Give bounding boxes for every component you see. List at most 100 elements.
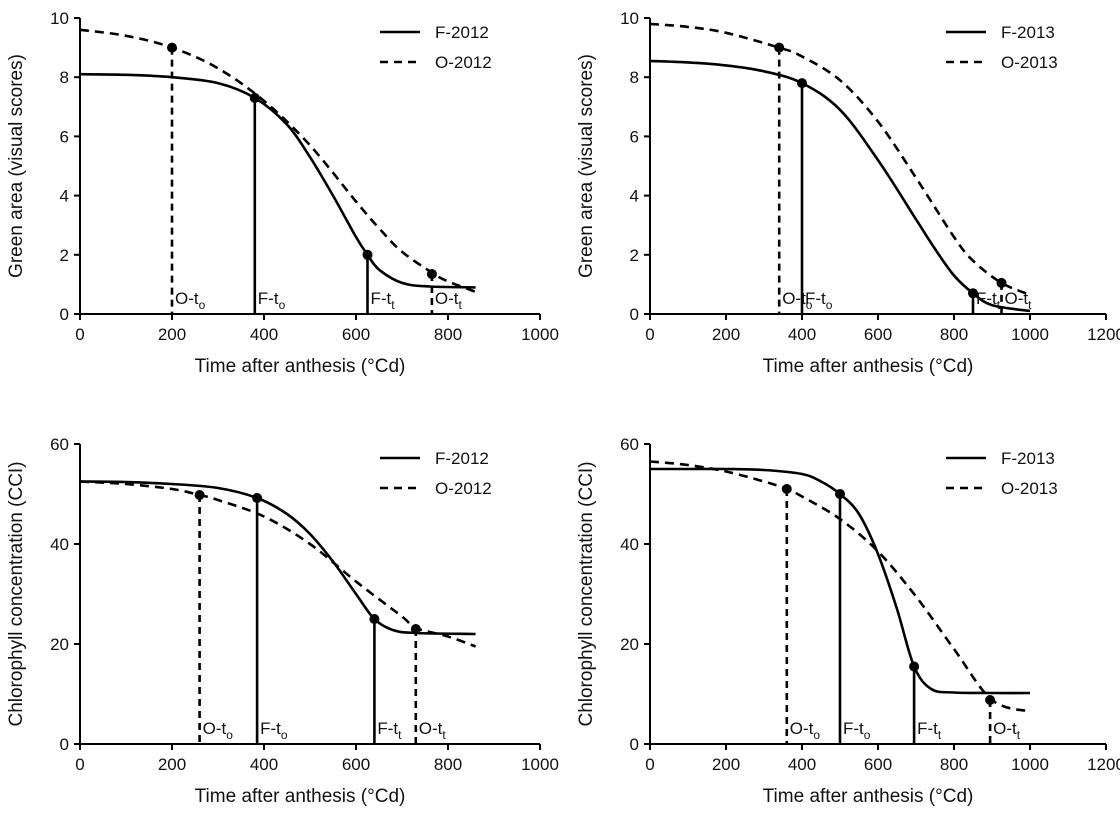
marker-point <box>410 624 421 634</box>
y-tick-label: 0 <box>630 305 639 324</box>
x-tick-label: 200 <box>712 755 740 774</box>
x-axis-label: Time after anthesis (°Cd) <box>763 356 974 377</box>
marker-label: O-tt <box>435 289 463 312</box>
x-tick-label: 600 <box>864 325 892 344</box>
y-tick-label: 10 <box>620 9 639 28</box>
marker-label: F-to <box>805 289 833 312</box>
series-line-o-2013 <box>649 460 1031 713</box>
y-tick-label: 8 <box>630 68 639 87</box>
legend-label: F-2013 <box>1001 449 1055 468</box>
marker-label: O-to <box>203 719 234 742</box>
marker-label: F-to <box>843 719 871 742</box>
marker-label: O-to <box>790 719 821 742</box>
marker-point <box>369 614 380 624</box>
marker-point <box>909 661 920 672</box>
x-axis-label: Time after anthesis (°Cd) <box>195 786 406 807</box>
marker-label: O-tt <box>993 719 1021 742</box>
marker-point <box>996 277 1007 288</box>
x-tick-label: 800 <box>434 325 462 344</box>
y-tick-label: 40 <box>50 535 69 554</box>
x-tick-label: 400 <box>788 325 816 344</box>
x-tick-label: 800 <box>434 755 462 774</box>
y-tick-label: 4 <box>630 187 639 206</box>
series-line-o-2013 <box>649 22 1031 297</box>
series-line-f-2013 <box>650 467 1031 695</box>
marker-label: O-tt <box>419 719 447 742</box>
y-tick-label: 8 <box>60 68 69 87</box>
x-tick-label: 0 <box>75 755 84 774</box>
x-tick-label: 200 <box>158 755 186 774</box>
x-tick-label: 800 <box>940 325 968 344</box>
marker-point <box>426 269 437 280</box>
series-line-f-2012 <box>79 480 476 636</box>
marker-label: F-tt <box>377 719 402 742</box>
marker-label: O-to <box>175 289 206 312</box>
y-tick-label: 6 <box>630 127 639 146</box>
legend-label: O-2012 <box>435 53 492 72</box>
y-tick-label: 40 <box>620 535 639 554</box>
x-tick-label: 600 <box>342 325 370 344</box>
marker-label: F-tt <box>371 289 396 312</box>
marker-point <box>774 42 785 53</box>
x-tick-label: 1000 <box>1011 325 1049 344</box>
y-tick-label: 6 <box>60 127 69 146</box>
y-tick-label: 4 <box>60 187 69 206</box>
marker-point <box>194 490 205 500</box>
x-tick-label: 200 <box>158 325 186 344</box>
x-tick-label: 0 <box>645 755 654 774</box>
y-axis-label: Green area (visual scores) <box>6 54 27 278</box>
y-axis-label: Chlorophyll concentration (CCI) <box>576 461 597 726</box>
y-tick-label: 0 <box>60 735 69 754</box>
marker-point <box>781 484 792 494</box>
marker-label: F-to <box>258 289 286 312</box>
x-axis-label: Time after anthesis (°Cd) <box>195 356 406 377</box>
marker-point <box>167 42 177 53</box>
x-tick-label: 400 <box>250 755 278 774</box>
legend-label: O-2012 <box>435 479 492 498</box>
marker-point <box>249 92 260 103</box>
x-tick-label: 800 <box>940 755 968 774</box>
y-tick-label: 0 <box>60 305 69 324</box>
marker-point <box>985 695 996 705</box>
x-tick-label: 400 <box>788 755 816 774</box>
y-tick-label: 10 <box>50 9 69 28</box>
y-tick-label: 60 <box>50 435 69 454</box>
x-tick-label: 600 <box>864 755 892 774</box>
x-tick-label: 0 <box>645 325 654 344</box>
marker-point <box>835 489 845 499</box>
series-line-o-2012 <box>79 480 477 648</box>
marker-label: O-to <box>782 289 813 312</box>
chart-panel-a: 0 200 400 600 800 1000 0 2 4 6 8 10 Time after anthe… <box>6 9 559 377</box>
y-tick-label: 20 <box>620 635 639 654</box>
series-line-o-2012 <box>79 28 477 294</box>
x-tick-label: 1000 <box>521 325 559 344</box>
x-tick-label: 0 <box>75 325 84 344</box>
marker-label: F-tt <box>917 719 942 742</box>
y-axis-label: Green area (visual scores) <box>576 54 597 278</box>
x-tick-label: 600 <box>342 755 370 774</box>
marker-label: O-tt <box>1005 289 1033 312</box>
legend-label: F-2013 <box>1001 23 1055 42</box>
x-tick-label: 400 <box>250 325 278 344</box>
marker-point <box>968 288 978 299</box>
y-axis-label: Chlorophyll concentration (CCI) <box>6 461 27 726</box>
marker-point <box>797 78 807 89</box>
chart-panel-c: 0 200 400 600 800 1000 0 20 40 60 Time after anthe… <box>6 435 559 807</box>
marker-label: F-to <box>260 719 288 742</box>
y-tick-label: 20 <box>50 635 69 654</box>
y-tick-label: 0 <box>630 735 639 754</box>
legend-label: O-2013 <box>1001 479 1058 498</box>
series-line-f-2012 <box>79 72 476 289</box>
y-tick-label: 60 <box>620 435 639 454</box>
marker-point <box>252 493 263 503</box>
x-tick-label: 1000 <box>1011 755 1049 774</box>
legend-label: O-2013 <box>1001 53 1058 72</box>
x-axis-label: Time after anthesis (°Cd) <box>763 786 974 807</box>
marker-label: F-tt <box>976 289 1001 312</box>
legend-label: F-2012 <box>435 23 489 42</box>
